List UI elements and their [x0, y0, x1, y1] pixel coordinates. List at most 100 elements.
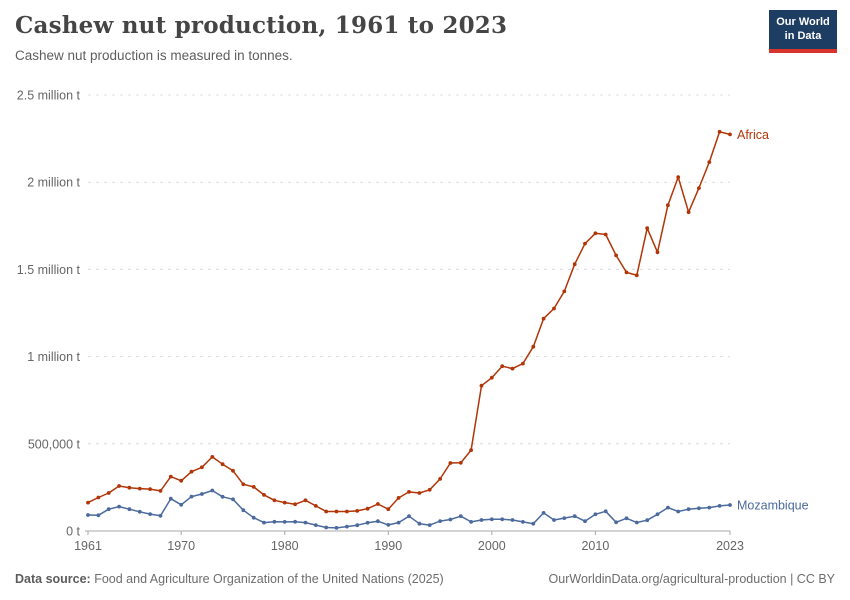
africa-data-point — [117, 484, 121, 488]
africa-data-point — [603, 232, 608, 237]
x-axis-tick-label: 2000 — [478, 539, 506, 553]
line-chart: 0 t 500,000 t 1 million t 1.5 million t 2 mi… — [0, 85, 850, 555]
mozambique-data-point — [717, 504, 722, 508]
chart-header: Cashew nut production, 1961 to 2023 Cash… — [15, 12, 835, 63]
africa-data-point — [96, 495, 101, 500]
mozambique-data-point — [334, 526, 339, 530]
africa-data-point — [189, 469, 194, 474]
mozambique-data-point — [355, 523, 360, 528]
mozambique-data-point — [117, 504, 121, 509]
mozambique-data-point — [510, 518, 515, 522]
africa-data-point — [614, 253, 618, 258]
africa-series-label[interactable]: Africa — [737, 128, 769, 142]
mozambique-data-point — [521, 520, 525, 524]
owid-logo[interactable]: Our World in Data — [769, 10, 837, 53]
mozambique-data-point — [272, 519, 277, 524]
mozambique-data-point — [438, 519, 442, 523]
mozambique-data-point — [282, 520, 287, 524]
mozambique-data-point — [479, 518, 484, 522]
africa-data-point — [282, 500, 287, 505]
mozambique-data-point — [231, 497, 235, 502]
africa-data-point — [376, 502, 380, 506]
africa-data-point — [562, 289, 567, 294]
africa-data-point — [645, 226, 650, 231]
africa-data-point — [303, 498, 308, 503]
africa-data-point — [707, 160, 712, 164]
mozambique-data-point — [127, 507, 132, 512]
africa-data-point — [469, 448, 473, 452]
mozambique-data-point — [210, 488, 215, 493]
y-axis-tick-label: 1.5 million t — [17, 263, 81, 277]
chart-subtitle: Cashew nut production is measured in ton… — [15, 48, 293, 63]
y-axis-tick-label: 2 million t — [27, 176, 80, 190]
mozambique-data-point — [427, 523, 432, 527]
x-axis-tick-label: 2010 — [581, 539, 609, 553]
africa-data-point — [137, 486, 142, 491]
mozambique-data-point — [562, 516, 567, 520]
africa-data-point — [417, 491, 422, 495]
africa-data-point — [427, 487, 432, 492]
mozambique-data-point — [593, 512, 598, 517]
mozambique-series-label[interactable]: Mozambique — [737, 499, 809, 513]
mozambique-data-point — [137, 509, 142, 514]
x-axis-tick-label: 2023 — [716, 539, 744, 553]
mozambique-data-point — [241, 508, 246, 513]
mozambique-data-point — [158, 513, 163, 518]
mozambique-data-point — [603, 509, 608, 514]
africa-data-point — [262, 493, 266, 497]
mozambique-data-point — [448, 517, 453, 522]
africa-data-point — [489, 375, 494, 380]
mozambique-data-point — [220, 494, 225, 499]
mozambique-data-point — [386, 523, 391, 527]
owid-logo-line1: Our World — [776, 16, 830, 28]
mozambique-data-point — [396, 520, 401, 525]
africa-data-point — [272, 498, 277, 503]
africa-data-point — [448, 461, 453, 465]
africa-data-point — [241, 482, 246, 487]
mozambique-data-point — [500, 517, 505, 522]
page-title: Cashew nut production, 1961 to 2023 — [15, 12, 508, 39]
africa-data-point — [345, 509, 349, 514]
mozambique-data-point — [200, 492, 204, 496]
mozambique-data-point — [614, 520, 618, 525]
africa-data-point — [200, 465, 204, 470]
mozambique-data-point — [583, 519, 587, 524]
mozambique-data-point — [655, 512, 660, 517]
africa-data-point — [365, 506, 370, 511]
x-axis-tick-label: 1990 — [374, 539, 402, 553]
africa-data-point — [324, 509, 329, 514]
africa-data-point — [179, 478, 184, 483]
africa-data-point — [572, 262, 577, 267]
mozambique-data-point — [676, 509, 681, 514]
mozambique-data-point — [148, 512, 153, 516]
africa-data-point — [220, 462, 225, 467]
mozambique-data-point — [728, 503, 732, 507]
chart-canvas: 0 t 500,000 t 1 million t 1.5 million t 2 mi… — [17, 89, 809, 554]
mozambique-data-point — [469, 520, 473, 524]
owid-citation-link[interactable]: OurWorldinData.org/agricultural-producti… — [548, 572, 835, 586]
mozambique-data-point — [96, 513, 101, 518]
mozambique-data-point — [634, 520, 639, 525]
africa-data-point — [634, 273, 639, 278]
africa-data-point — [148, 487, 153, 491]
mozambique-data-point — [531, 521, 536, 526]
africa-data-point — [355, 509, 360, 513]
africa-data-point — [407, 490, 411, 494]
africa-data-point — [500, 364, 505, 369]
africa-data-point — [593, 231, 598, 236]
mozambique-line — [87, 489, 731, 529]
y-axis-tick-label: 0 t — [66, 525, 80, 539]
africa-data-point — [717, 129, 722, 134]
mozambique-data-point — [552, 518, 556, 522]
x-axis-tick-label: 1970 — [167, 539, 195, 553]
africa-data-point — [655, 250, 660, 255]
africa-data-point — [458, 460, 463, 465]
africa-data-point — [127, 485, 132, 490]
africa-data-point — [541, 316, 546, 321]
mozambique-data-point — [686, 507, 691, 512]
africa-data-point — [438, 477, 442, 481]
africa-data-point — [231, 468, 235, 473]
mozambique-data-point — [707, 505, 712, 510]
africa-data-point — [521, 361, 525, 366]
mozambique-data-point — [262, 520, 266, 525]
